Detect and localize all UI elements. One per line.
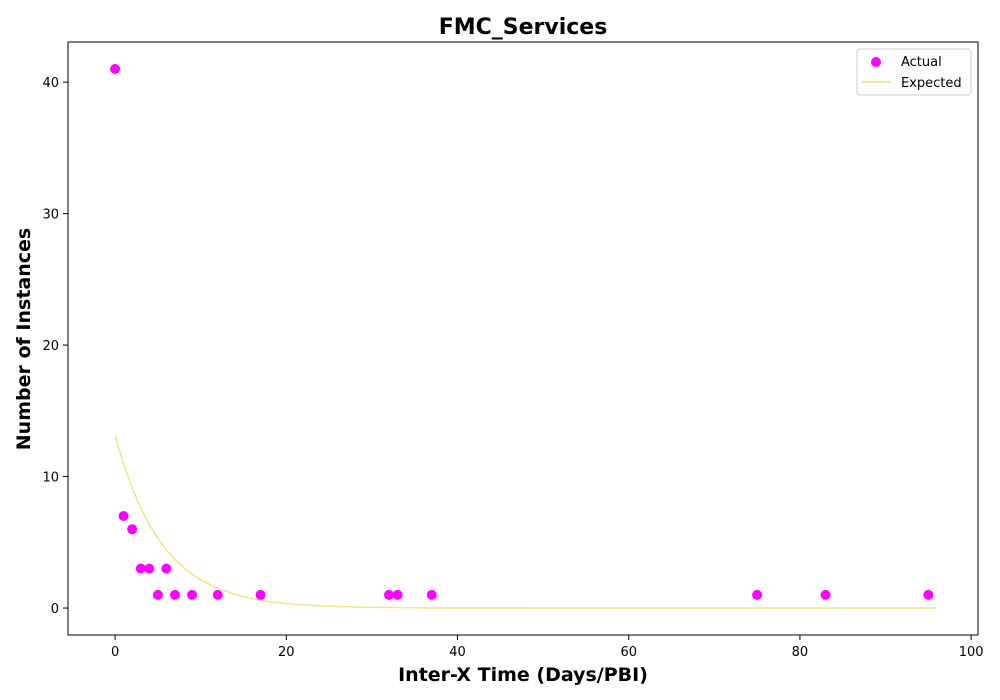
scatter-point-actual — [152, 589, 163, 600]
scatter-point-actual — [118, 511, 129, 521]
x-axis-label: Inter-X Time (Days/PBI) — [398, 664, 648, 686]
plot-area — [110, 64, 937, 609]
scatter-point-actual — [127, 524, 138, 535]
scatter-point-actual — [187, 589, 198, 600]
series-line-expected — [114, 435, 937, 609]
legend-marker-actual — [871, 57, 881, 67]
y-tick-label: 40 — [42, 76, 59, 91]
scatter-point-actual — [426, 589, 437, 600]
scatter-point-actual — [110, 64, 121, 74]
scatter-point-actual — [384, 589, 394, 600]
axes-frame — [67, 41, 979, 636]
x-tick-label: 60 — [620, 645, 637, 660]
legend-label-expected: Expected — [901, 76, 962, 91]
x-tick-label: 80 — [792, 645, 809, 660]
scatter-point-actual — [135, 563, 146, 574]
y-tick-label: 30 — [42, 208, 59, 223]
scatter-point-actual — [255, 589, 266, 600]
scatter-point-actual — [170, 589, 180, 600]
scatter-point-actual — [923, 589, 934, 600]
scatter-point-actual — [144, 563, 155, 574]
scatter-point-actual — [820, 589, 831, 600]
y-tick-label: 0 — [51, 602, 59, 617]
x-tick-label: 0 — [111, 645, 119, 660]
y-tick-label: 20 — [42, 339, 59, 354]
scatter-point-actual — [392, 589, 403, 600]
legend: Actual Expected — [856, 48, 972, 96]
chart-title: FMC_Services — [439, 15, 608, 40]
legend-box — [856, 48, 972, 96]
x-tick-label: 100 — [959, 645, 984, 660]
scatter-point-actual — [212, 589, 223, 600]
x-tick-label: 20 — [278, 645, 295, 660]
y-axis: 0 10 20 30 40 — [42, 76, 68, 617]
x-tick-label: 40 — [449, 645, 466, 660]
scatter-point-actual — [752, 589, 763, 600]
scatter-point-actual — [161, 563, 172, 574]
y-axis-label: Number of Instances — [13, 228, 35, 450]
y-tick-label: 10 — [42, 471, 59, 486]
x-axis: 0 20 40 60 80 100 — [111, 635, 984, 660]
legend-label-actual: Actual — [901, 55, 942, 70]
